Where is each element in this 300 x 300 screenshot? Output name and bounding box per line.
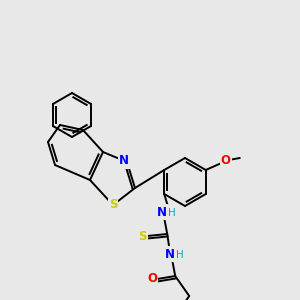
Text: N: N [119, 154, 129, 167]
Text: H: H [176, 250, 184, 260]
Text: O: O [221, 154, 231, 167]
Text: N: N [165, 248, 175, 260]
Text: O: O [147, 272, 157, 286]
Text: N: N [157, 206, 167, 218]
Text: S: S [138, 230, 146, 242]
Text: S: S [109, 197, 117, 211]
Text: H: H [168, 208, 176, 218]
